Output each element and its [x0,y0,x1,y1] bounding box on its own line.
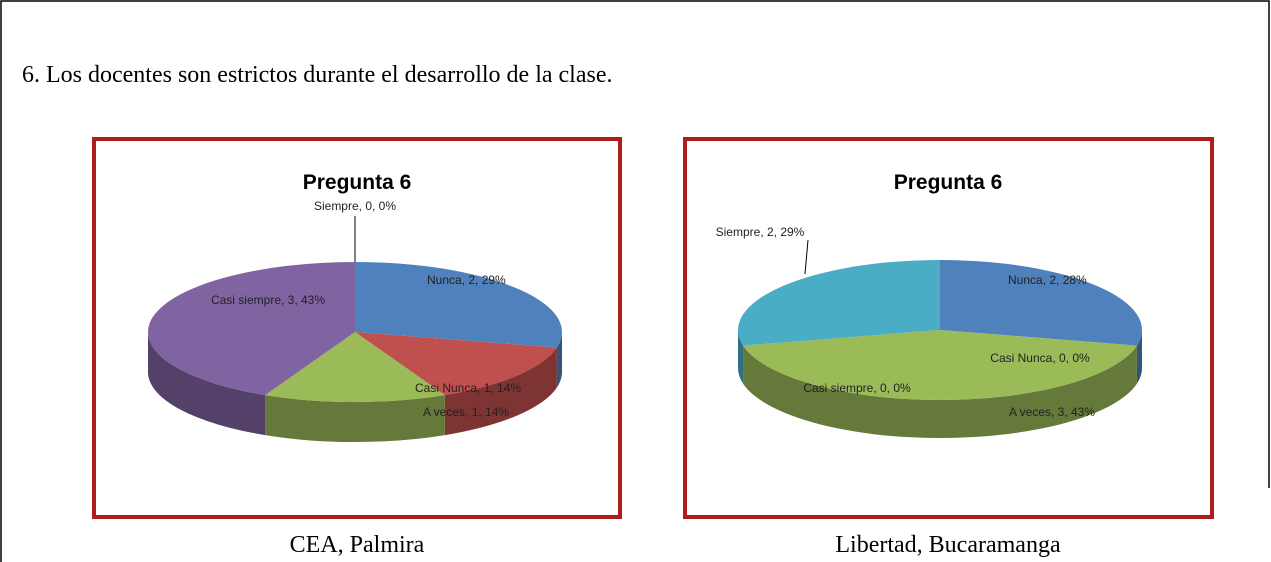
pie-slice [148,262,355,396]
data-label: Casi siempre, 0, 0% [803,381,911,395]
pie-side-shade [556,332,562,388]
pie-side-shade [743,345,1137,438]
pie-slice [355,332,557,396]
pie-slice [355,262,562,348]
pie-slice [738,260,940,346]
pie-side-shade [1136,330,1142,384]
pie-side-shade [265,395,445,442]
caption: CEA, Palmira [290,532,425,558]
pie-side [444,347,557,436]
pie-side [743,345,1137,438]
pie-side [1136,330,1142,384]
chart-title: Pregunta 6 [894,171,1003,194]
pie-side [556,332,562,388]
leader-line [804,239,809,275]
pie-slice [743,330,1137,400]
pie-side-shade [148,332,266,436]
data-label: Nunca, 2, 28% [1008,273,1087,287]
data-label: A veces, 1, 14% [423,405,509,419]
caption: Libertad, Bucaramanga [835,532,1061,558]
pie-side-shade [444,347,557,436]
data-label: Nunca, 2, 29% [427,273,506,287]
data-label: Siempre, 0, 0% [314,199,396,213]
pie-side [265,395,445,442]
pie-slice [940,260,1142,346]
pie-side [738,330,744,384]
data-label: A veces, 3, 43% [1009,405,1095,419]
pie-side [148,332,266,436]
data-label: Casi siempre, 3, 43% [211,293,325,307]
data-label: Casi Nunca, 0, 0% [990,351,1090,365]
chart-title: Pregunta 6 [303,171,412,194]
pie-side-shade [738,330,744,384]
data-label: Siempre, 2, 29% [716,225,805,239]
heading: 6. Los docentes son estrictos durante el… [22,62,612,88]
data-label: Casi Nunca, 1, 14% [415,381,521,395]
pie-slice [265,332,445,402]
